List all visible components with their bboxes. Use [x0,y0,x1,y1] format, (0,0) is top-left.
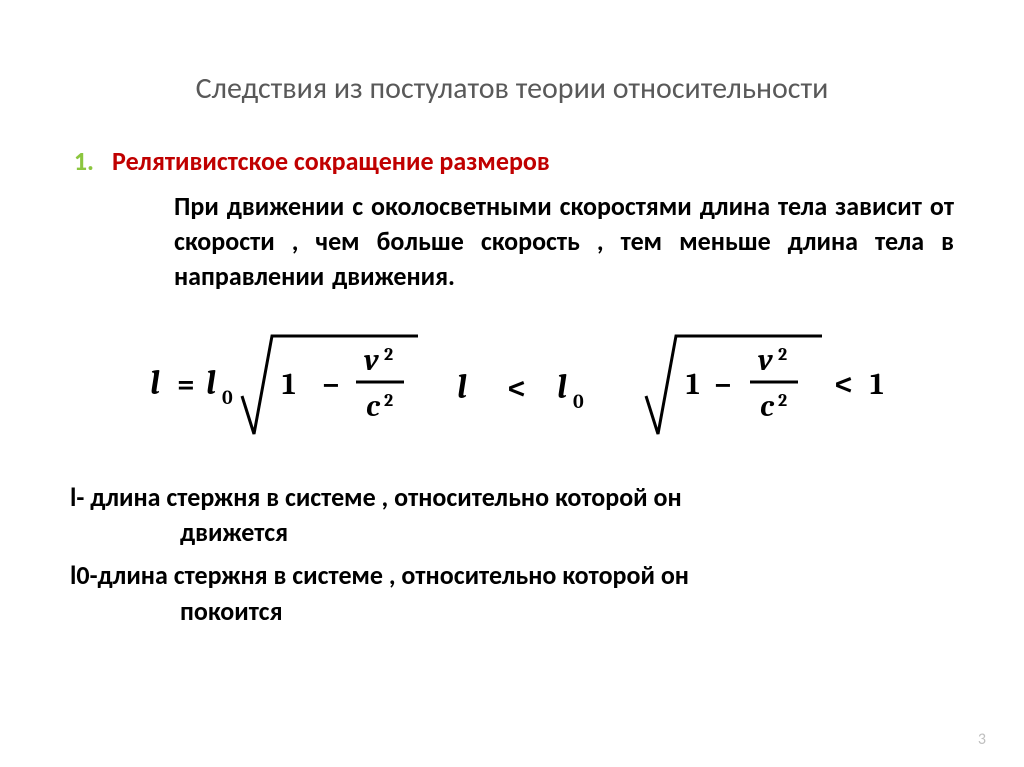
svg-text:2: 2 [778,344,787,365]
svg-text:0: 0 [573,390,584,413]
definition-l-line1: l- длина стержня в системе , относительн… [70,481,682,513]
svg-text:=: = [177,367,195,402]
list-item-1: 1. Релятивистское сокращение размеров [70,145,954,177]
body-paragraph: При движении с околосветными скоростями … [112,189,954,294]
svg-text:c: c [760,389,775,424]
formula-inequality-l: l < l 0 [447,356,617,416]
formula-length-contraction: l = l 0 1 − v 2 c 2 [142,326,422,446]
slide-title: Следствия из постулатов теории относител… [70,70,954,107]
svg-text:1: 1 [870,367,884,402]
definition-l: l- длина стержня в системе , относительн… [70,480,954,550]
formula-gamma-bound: 1 − v 2 c 2 < 1 [642,326,902,446]
svg-text:l: l [457,367,467,407]
svg-text:l: l [150,363,160,403]
definition-l0-line1: l0-длина стержня в системе , относительн… [70,559,689,591]
svg-text:<: < [507,369,526,406]
svg-text:1: 1 [282,367,296,402]
definition-l0-line2: покоится [70,594,954,629]
svg-text:v: v [363,343,379,378]
svg-text:c: c [366,389,381,424]
page-number: 3 [978,730,986,749]
svg-text:2: 2 [778,390,787,411]
svg-text:v: v [757,343,773,378]
definition-l-line2: движется [70,515,954,550]
formula-row: l = l 0 1 − v 2 c 2 l < l 0 [130,326,914,446]
svg-text:−: − [322,367,340,402]
list-heading: Релятивистское сокращение размеров [112,145,550,177]
svg-text:l: l [206,363,216,403]
list-number: 1. [70,145,112,177]
svg-text:<: < [834,365,853,402]
definition-l0: l0-длина стержня в системе , относительн… [70,558,954,628]
svg-text:1: 1 [686,367,700,402]
svg-text:2: 2 [384,390,393,411]
svg-text:2: 2 [384,344,393,365]
svg-text:l: l [557,367,567,407]
slide: Следствия из постулатов теории относител… [0,0,1024,767]
svg-text:0: 0 [222,386,233,409]
svg-text:−: − [714,367,732,402]
